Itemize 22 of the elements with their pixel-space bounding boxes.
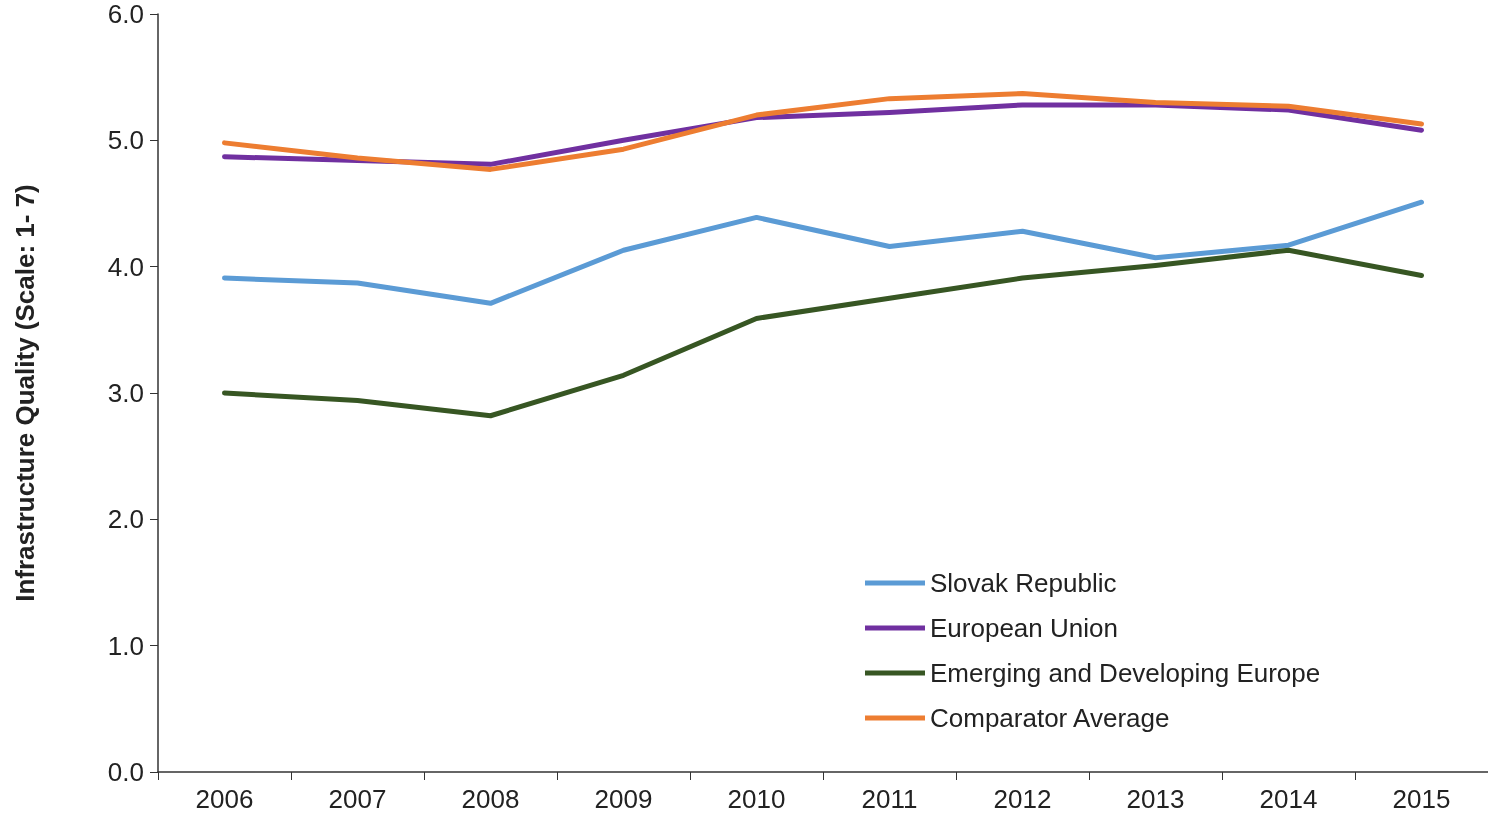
legend-label: Emerging and Developing Europe [930,658,1321,688]
x-tick-label: 2009 [594,784,653,814]
x-tick-label: 2010 [727,784,786,814]
x-tick-label: 2012 [993,784,1052,814]
y-tick-label: 3.0 [107,378,144,408]
y-tick-label: 1.0 [107,630,144,661]
x-tick-label: 2007 [328,784,387,814]
y-tick-label: 4.0 [107,251,144,282]
y-axis-title: Infrastructure Quality (Scale: 1- 7) [10,184,40,602]
legend-label: Slovak Republic [930,568,1117,598]
y-tick-label: 5.0 [107,125,144,156]
legend-label: Comparator Average [930,703,1170,733]
x-tick-label: 2013 [1126,784,1185,814]
y-tick-label: 0.0 [107,757,144,787]
x-tick-label: 2011 [861,784,918,814]
x-tick-label: 2008 [461,784,520,814]
y-tick-label: 2.0 [107,504,144,535]
x-tick-label: 2014 [1259,784,1318,814]
y-tick-label: 6.0 [107,0,144,29]
x-tick-label: 2006 [195,784,254,814]
x-tick-label: 2015 [1392,784,1451,814]
legend-label: European Union [930,613,1118,643]
